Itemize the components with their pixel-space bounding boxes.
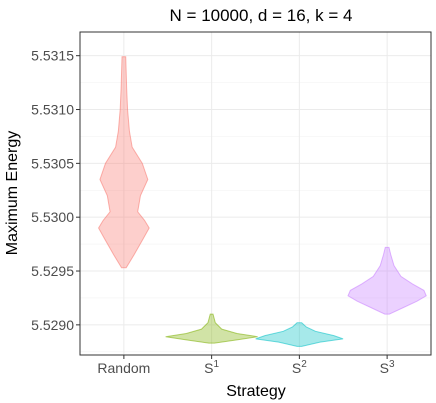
violins	[98, 56, 427, 347]
x-axis: Random S1 S2 S3	[97, 355, 395, 376]
x-tick-label: Random	[97, 360, 150, 376]
y-tick-label: 5.5310	[31, 102, 74, 118]
y-axis-title: Maximum Energy	[4, 131, 21, 255]
x-tick-label: S2	[292, 359, 307, 376]
x-axis-title: Strategy	[226, 383, 286, 400]
grid	[80, 32, 431, 355]
chart-title: N = 10000, d = 16, k = 4	[170, 6, 353, 25]
y-tick-label: 5.5300	[31, 209, 74, 225]
violin-random	[98, 56, 150, 269]
y-axis: 5.5290 5.5295 5.5300 5.5305 5.5310 5.5315	[31, 48, 80, 333]
y-tick-label: 5.5315	[31, 48, 74, 64]
violin-s1	[165, 313, 258, 344]
x-tick-label: S3	[380, 359, 395, 376]
x-tick-label: S1	[204, 359, 219, 376]
y-tick-label: 5.5295	[31, 263, 74, 279]
y-tick-label: 5.5290	[31, 317, 74, 333]
violin-s3	[347, 246, 427, 315]
y-tick-label: 5.5305	[31, 155, 74, 171]
violin-s2	[255, 322, 344, 347]
panel-border	[79, 31, 432, 356]
